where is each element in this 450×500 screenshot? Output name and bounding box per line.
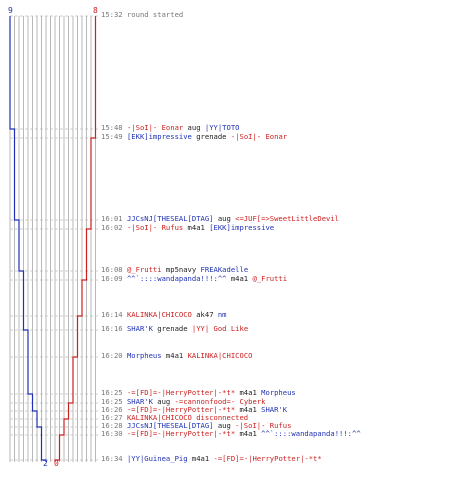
event-text: round started: [126, 11, 184, 19]
event-row: 16:08 @_Frutti mp5navy FREAKadelle: [101, 266, 450, 274]
blue-end-score: 2: [43, 459, 48, 468]
event-row: 16:25 -=[FD]=-|HerryPotter|-*t* m4a1 Mor…: [101, 389, 450, 397]
event-row: 15:32 round started: [101, 11, 450, 19]
event-time: 15:48: [101, 124, 123, 132]
event-text: m4a1: [161, 352, 188, 360]
event-text: -|SoI|- Eonar: [230, 133, 288, 141]
event-text: KALINKA|CHICOCO: [126, 311, 192, 319]
blue-team-score-line: [9, 16, 47, 462]
event-time: 16:25: [101, 389, 123, 397]
event-row: 16:25 SHAR'K aug -=cannonfood=- Cyberk: [101, 398, 450, 406]
event-row: 16:02 -|SoI|- Rufus m4a1 [EKK]impressive: [101, 224, 450, 232]
event-text: -=[FD]=-|HerryPotter|-*t*: [126, 430, 236, 438]
event-row: 16:27 KALINKA|CHICOCO disconnected: [101, 414, 450, 422]
event-time: 16:14: [101, 311, 123, 319]
red-end-score: 0: [54, 459, 59, 468]
event-text: aug: [183, 124, 205, 132]
event-text: ^^`::::wandapanda!!!:^^: [261, 430, 361, 438]
event-time: 16:16: [101, 325, 123, 333]
event-text: |YY| God Like: [191, 325, 249, 333]
event-row: 16:14 KALINKA|CHICOCO ak47 nm: [101, 311, 450, 319]
event-text: nm: [217, 311, 227, 319]
event-text: SHAR'K: [261, 406, 288, 414]
event-row: 16:28 JJCsNJ[THESEAL[DTAG] aug -|SoI|- R…: [101, 422, 450, 430]
event-text: m4a1: [235, 430, 262, 438]
event-text: KALINKA|CHICOCO: [187, 352, 253, 360]
event-text: m4a1: [187, 455, 214, 463]
event-text: KALINKA|CHICOCO disconnected: [126, 414, 249, 422]
event-text: FREAKadelle: [200, 266, 249, 274]
event-time: 15:32: [101, 11, 123, 19]
event-time: 15:49: [101, 133, 123, 141]
event-text: ak47: [191, 311, 218, 319]
event-row: 16:01 JJCsNJ[THESEAL[DTAG] aug <=JUF[=>S…: [101, 215, 450, 223]
score-timeline-chart: 9 8 2 0: [8, 6, 100, 468]
event-row: 16:26 -=[FD]=-|HerryPotter|-*t* m4a1 SHA…: [101, 406, 450, 414]
event-time: 16:09: [101, 275, 123, 283]
event-time: 16:30: [101, 430, 123, 438]
event-row: 15:49 [EKK]impressive grenade -|SoI|- Eo…: [101, 133, 450, 141]
event-row: 16:09 ^^`::::wandapanda!!!:^^ m4a1 @_Fru…: [101, 275, 450, 283]
event-text: SHAR'K: [126, 325, 153, 333]
event-time: 16:27: [101, 414, 123, 422]
event-text: -|SoI|- Rufus: [235, 422, 292, 430]
event-text: Morpheus: [126, 352, 162, 360]
event-text: grenade: [191, 133, 231, 141]
event-text: mp5navy: [161, 266, 201, 274]
event-row: 15:48 -|SoI|- Eonar aug |YY|TOTO: [101, 124, 450, 132]
event-text: ^^`::::wandapanda!!!:^^: [126, 275, 227, 283]
event-text: @_Frutti: [126, 266, 162, 274]
event-time: 16:02: [101, 224, 123, 232]
event-text: -=[FD]=-|HerryPotter|-*t*: [126, 406, 236, 414]
event-text: m4a1: [235, 389, 262, 397]
event-text: m4a1: [235, 406, 262, 414]
event-log: 15:32 round started 15:48 -|SoI|- Eonar a…: [101, 0, 450, 500]
event-row: 16:34 |YY|Guinea_Pig m4a1 -=[FD]=-|Herry…: [101, 455, 450, 463]
event-text: grenade: [152, 325, 192, 333]
event-text: JJCsNJ[THESEAL[DTAG]: [126, 215, 214, 223]
event-text: m4a1: [183, 224, 210, 232]
event-text: [EKK]impressive: [209, 224, 275, 232]
event-row: 16:20 Morpheus m4a1 KALINKA|CHICOCO: [101, 352, 450, 360]
red-start-score: 8: [93, 6, 98, 15]
event-row: 16:30 -=[FD]=-|HerryPotter|-*t* m4a1 ^^`…: [101, 430, 450, 438]
event-time: 16:25: [101, 398, 123, 406]
event-time: 16:20: [101, 352, 123, 360]
red-team-score-line: [54, 16, 97, 462]
event-row: 16:16 SHAR'K grenade |YY| God Like: [101, 325, 450, 333]
event-text: |YY|TOTO: [204, 124, 240, 132]
event-time: 16:01: [101, 215, 123, 223]
event-text: SHAR'K: [126, 398, 153, 406]
blue-start-score: 9: [8, 6, 13, 15]
event-text: m4a1: [226, 275, 253, 283]
event-time: 16:08: [101, 266, 123, 274]
event-text: Morpheus: [261, 389, 296, 397]
event-text: -=cannonfood=- Cyberk: [174, 398, 266, 406]
event-text: -=[FD]=-|HerryPotter|-*t*: [213, 455, 322, 463]
event-text: @_Frutti: [252, 275, 288, 283]
event-text: <=JUF[=>SweetLittleDevil: [235, 215, 340, 223]
event-text: -|SoI|- Eonar: [126, 124, 184, 132]
event-text: aug: [213, 215, 236, 223]
event-time: 16:34: [101, 455, 123, 463]
event-time: 16:26: [101, 406, 123, 414]
event-text: -|SoI|- Rufus: [126, 224, 184, 232]
event-text: |YY|Guinea_Pig: [126, 455, 188, 463]
event-text: [EKK]impressive: [126, 133, 192, 141]
event-text: aug: [152, 398, 175, 406]
event-text: -=[FD]=-|HerryPotter|-*t*: [126, 389, 236, 397]
event-text: aug: [213, 422, 236, 430]
event-text: JJCsNJ[THESEAL[DTAG]: [126, 422, 214, 430]
event-time: 16:28: [101, 422, 123, 430]
